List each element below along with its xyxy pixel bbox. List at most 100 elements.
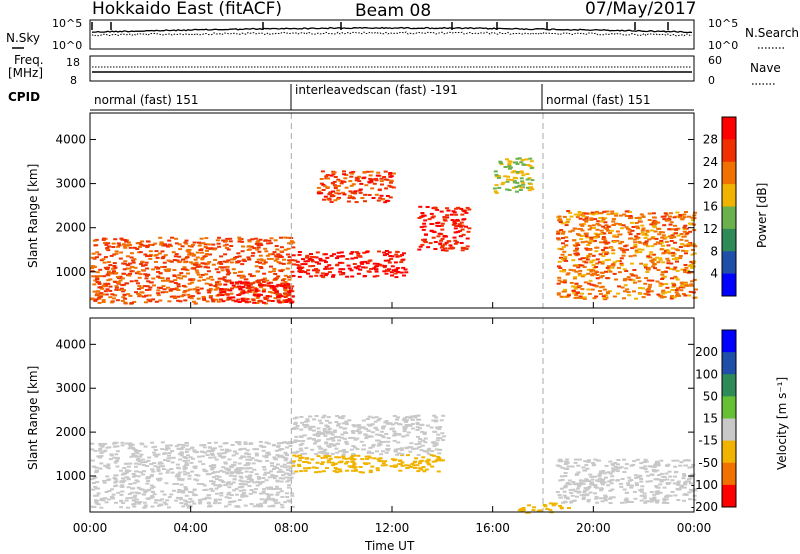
velocity-cell bbox=[632, 460, 637, 463]
power-cell bbox=[597, 261, 602, 264]
velocity-cell bbox=[278, 468, 283, 471]
power-cell bbox=[587, 282, 592, 285]
velocity-cell bbox=[347, 465, 352, 468]
power-cell bbox=[358, 191, 363, 194]
power-cell bbox=[346, 200, 351, 203]
velocity-cell bbox=[276, 471, 281, 473]
velocity-cell bbox=[257, 477, 262, 480]
power-cell bbox=[423, 241, 428, 244]
velocity-cell bbox=[291, 451, 296, 454]
power-cell bbox=[236, 252, 241, 255]
power-cell bbox=[174, 237, 178, 240]
velocity-cell bbox=[243, 504, 248, 507]
power-cell bbox=[636, 227, 640, 230]
power-cell bbox=[350, 191, 355, 194]
velocity-cell bbox=[565, 461, 570, 464]
power-cell bbox=[211, 300, 216, 303]
velocity-cell bbox=[314, 415, 319, 417]
velocity-cell bbox=[615, 470, 620, 473]
velocity-cell bbox=[383, 460, 388, 463]
power-cell bbox=[202, 297, 206, 299]
power-cell bbox=[567, 253, 572, 256]
velocity-cell bbox=[166, 469, 171, 472]
power-cell bbox=[158, 299, 163, 302]
velocity-cell bbox=[567, 479, 572, 482]
power-cell bbox=[266, 299, 271, 302]
velocity-cell bbox=[128, 443, 133, 446]
power-cell bbox=[335, 257, 339, 260]
power-cell bbox=[111, 246, 116, 248]
velocity-cell bbox=[130, 446, 135, 449]
power-cell bbox=[494, 191, 499, 194]
velocity-cell bbox=[435, 458, 440, 461]
power-cell bbox=[556, 282, 561, 285]
velocity-cell bbox=[548, 508, 553, 511]
power-cell bbox=[587, 242, 592, 245]
power-cell bbox=[643, 263, 648, 266]
power-cell bbox=[690, 266, 695, 269]
velocity-cell bbox=[210, 450, 215, 453]
power-cell bbox=[453, 231, 458, 234]
power-cell bbox=[599, 233, 603, 235]
velocity-cell bbox=[314, 440, 319, 443]
velocity-cell bbox=[258, 460, 263, 463]
power-cell bbox=[263, 239, 268, 242]
power-cell bbox=[656, 261, 661, 264]
power-cell bbox=[291, 254, 296, 257]
velocity-cell bbox=[398, 469, 403, 472]
power-cell bbox=[390, 274, 394, 277]
power-cell bbox=[295, 263, 300, 266]
power-cell bbox=[285, 267, 290, 270]
power-cell bbox=[259, 258, 264, 261]
power-cell bbox=[253, 237, 258, 240]
power-cell bbox=[208, 295, 213, 297]
power-cell bbox=[296, 267, 301, 270]
power-cell bbox=[571, 285, 575, 288]
power-cell bbox=[99, 292, 104, 295]
velocity-cell bbox=[282, 441, 287, 444]
velocity-cell bbox=[629, 501, 634, 503]
power-cell bbox=[114, 286, 119, 289]
velocity-cell bbox=[266, 471, 271, 474]
power-cell bbox=[592, 239, 597, 242]
velocity-cell bbox=[419, 468, 424, 471]
power-cell bbox=[387, 251, 392, 254]
velocity-cell bbox=[256, 505, 261, 508]
velocity-cell bbox=[420, 430, 425, 433]
power-cell bbox=[666, 250, 671, 253]
velocity-cell bbox=[655, 460, 659, 463]
power-cell bbox=[92, 266, 97, 268]
velocity-cell bbox=[243, 480, 248, 483]
velocity-cell bbox=[639, 499, 644, 502]
power-cell bbox=[135, 282, 140, 285]
velocity-cell bbox=[598, 497, 603, 500]
power-cell bbox=[222, 244, 227, 247]
velocity-cell bbox=[206, 450, 211, 452]
velocity-cell bbox=[178, 498, 183, 501]
power-cell bbox=[498, 162, 503, 164]
power-cell bbox=[580, 264, 585, 267]
velocity-cell bbox=[412, 464, 417, 467]
velocity-cell bbox=[269, 462, 274, 465]
velocity-cell bbox=[124, 471, 129, 474]
velocity-cell bbox=[420, 444, 425, 447]
velocity-cell bbox=[618, 482, 623, 485]
power-cell bbox=[399, 261, 404, 264]
velocity-cell bbox=[266, 496, 271, 499]
power-cell bbox=[375, 265, 380, 268]
power-cell bbox=[338, 268, 343, 271]
power-cell bbox=[180, 295, 185, 298]
power-cell bbox=[91, 275, 96, 278]
velocity-cell bbox=[287, 484, 292, 487]
velocity-cell bbox=[662, 478, 666, 481]
velocity-cell bbox=[577, 485, 581, 488]
power-cell bbox=[503, 175, 508, 178]
power-cell bbox=[620, 227, 624, 230]
velocity-cell bbox=[634, 482, 639, 485]
velocity-cell bbox=[559, 475, 564, 478]
velocity-cell bbox=[377, 417, 382, 420]
power-cell bbox=[617, 285, 621, 288]
velocity-colorbar-cell bbox=[722, 374, 736, 397]
power-cell bbox=[256, 295, 261, 298]
velocity-cell bbox=[317, 470, 322, 473]
